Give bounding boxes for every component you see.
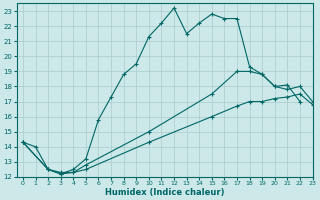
X-axis label: Humidex (Indice chaleur): Humidex (Indice chaleur) <box>105 188 224 197</box>
